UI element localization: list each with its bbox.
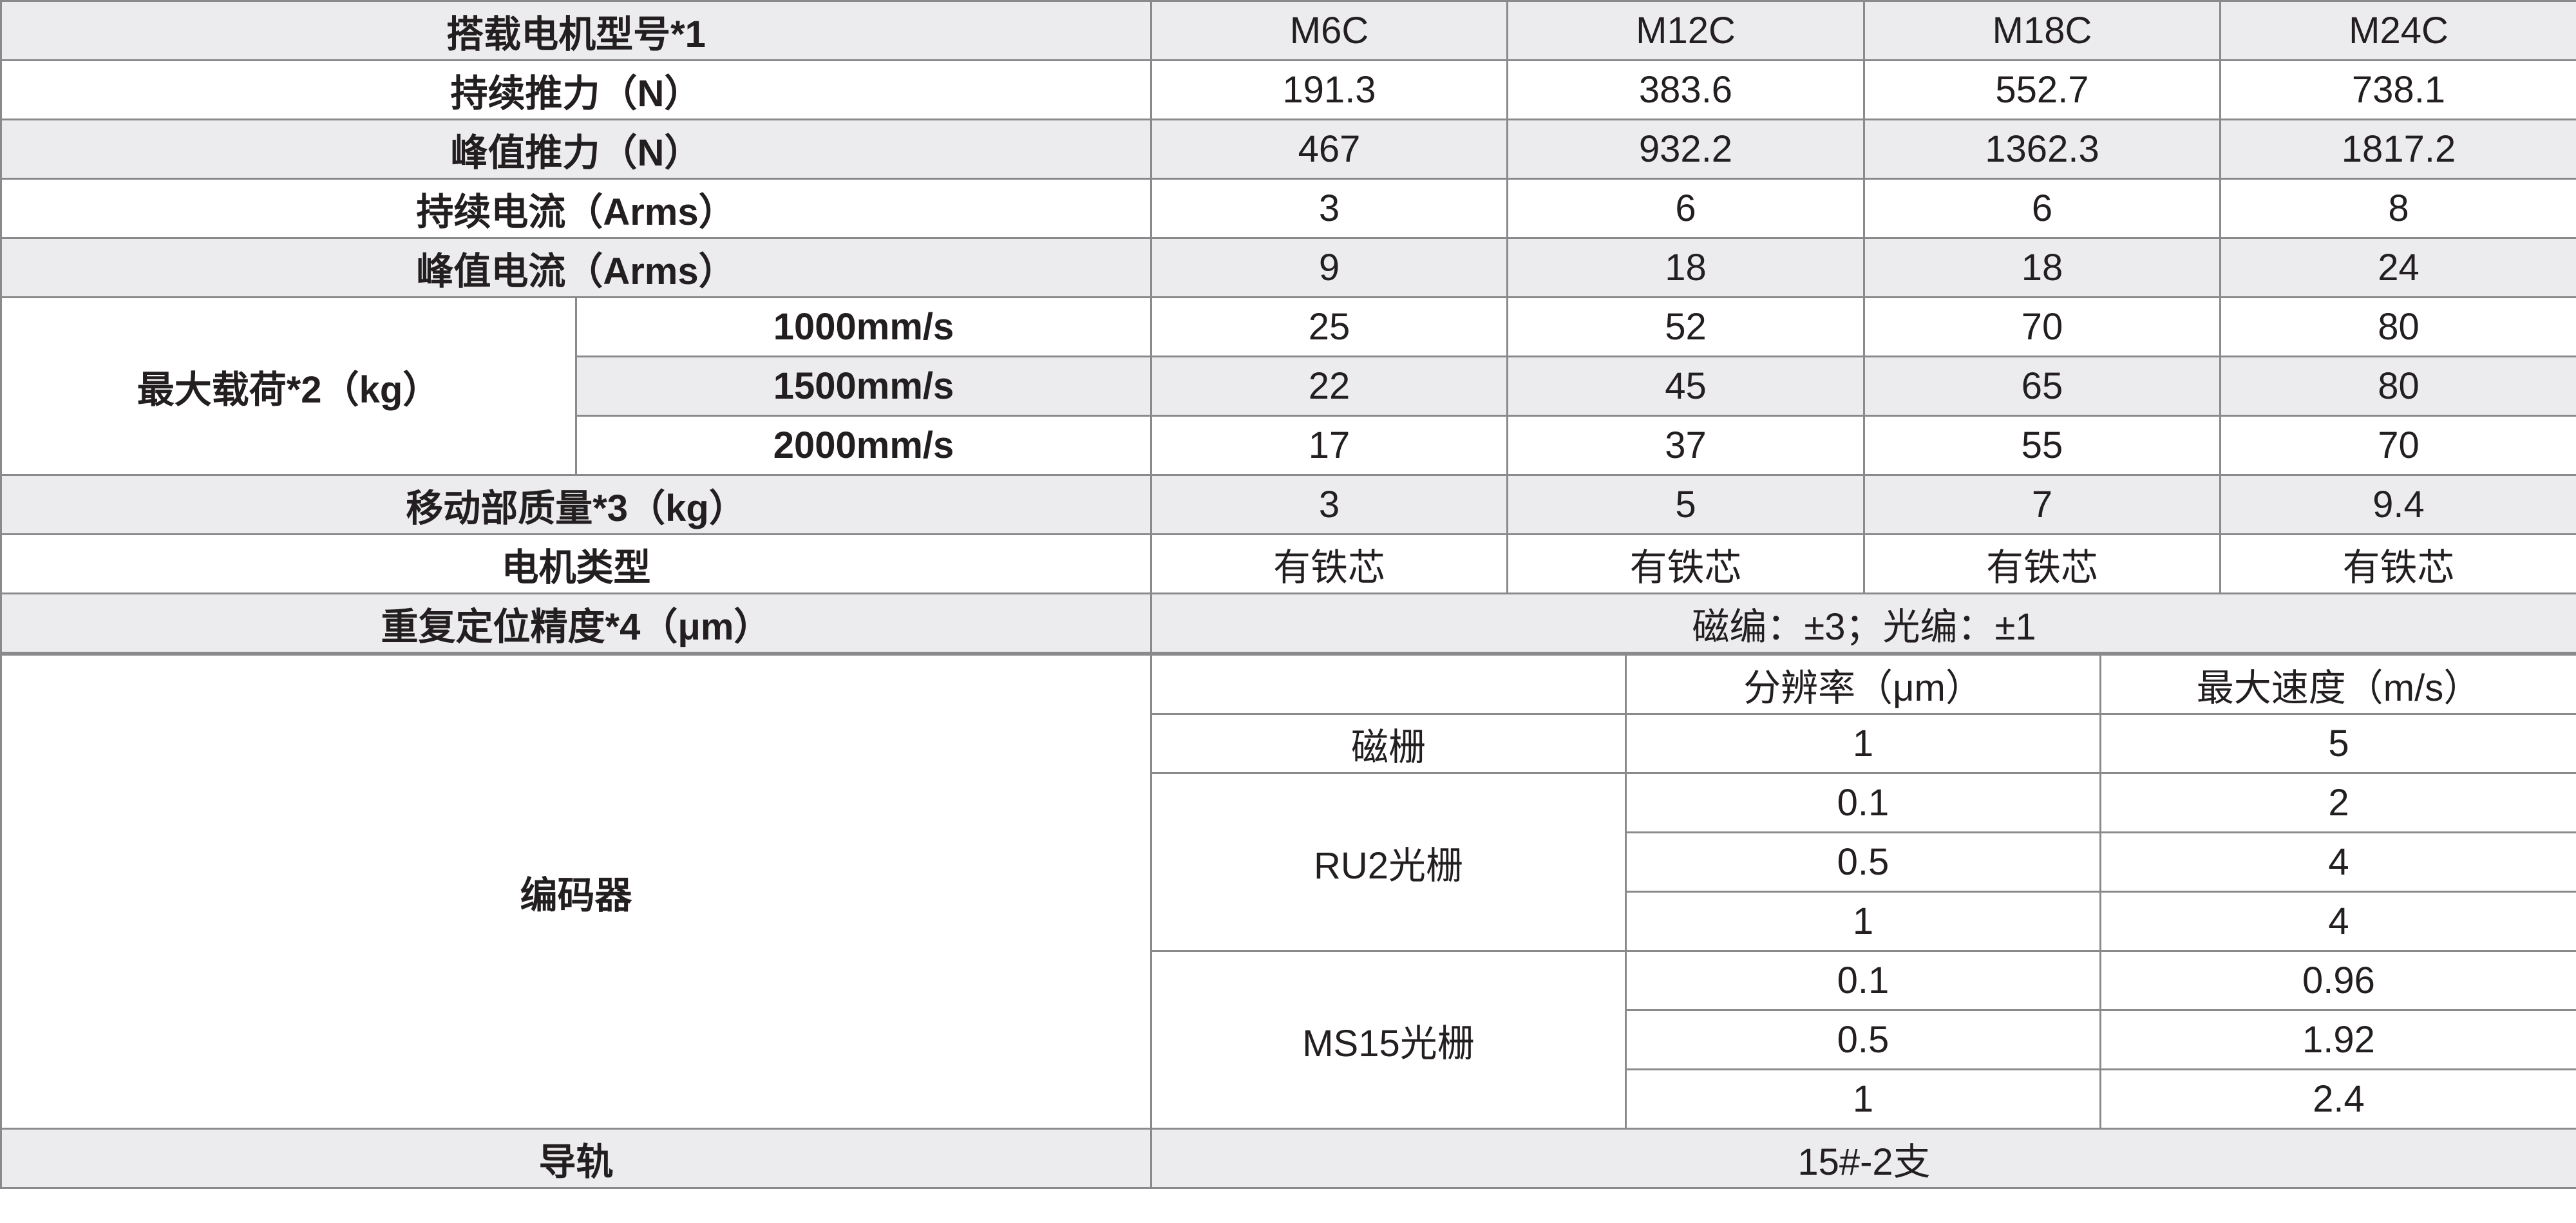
row-value: 467	[1150, 119, 1508, 180]
max-speed-header: 最大速度（m/s）	[2099, 654, 2576, 715]
row-label: 峰值电流（Arms）	[0, 237, 1152, 298]
encoder-header-row: 编码器 分辨率（μm） 最大速度（m/s）	[0, 654, 2576, 1130]
repeatability-label: 重复定位精度*4（μm）	[0, 593, 1152, 654]
row-value: 18	[1863, 237, 2221, 298]
encoder-type: RU2光栅	[1150, 772, 1627, 952]
encoder-label: 编码器	[0, 654, 1152, 1130]
max-speed-value: 0.96	[2099, 950, 2576, 1011]
rail-row: 导轨 15#-2支	[0, 1128, 2576, 1189]
max-load-value: 65	[1863, 356, 2221, 417]
row-value: 有铁芯	[1863, 533, 2221, 594]
encoder-header-blank	[1150, 654, 1627, 715]
row-value: 3	[1150, 474, 1508, 535]
row-label: 峰值推力（N）	[0, 119, 1152, 180]
model-M6C: M6C	[1150, 0, 1508, 61]
row-value: 191.3	[1150, 59, 1508, 120]
rail-value: 15#-2支	[1150, 1128, 2576, 1189]
max-load-value: 37	[1506, 415, 1865, 476]
row-value: 738.1	[2219, 59, 2576, 120]
table-row: 电机类型 有铁芯 有铁芯 有铁芯 有铁芯	[0, 533, 2576, 594]
speed-label: 1500mm/s	[575, 356, 1152, 417]
resolution-value: 0.5	[1625, 831, 2101, 893]
table-row: 移动部质量*3（kg） 3 5 7 9.4	[0, 474, 2576, 535]
max-speed-value: 2.4	[2099, 1068, 2576, 1130]
row-value: 3	[1150, 178, 1508, 239]
repeatability-value: 磁编：±3；光编：±1	[1150, 593, 2576, 654]
max-load-value: 25	[1150, 296, 1508, 357]
resolution-value: 0.5	[1625, 1009, 2101, 1070]
row-value: 有铁芯	[1506, 533, 1865, 594]
max-load-value: 55	[1863, 415, 2221, 476]
row-value: 7	[1863, 474, 2221, 535]
row-label: 移动部质量*3（kg）	[0, 474, 1152, 535]
encoder-row: 磁栅 1 5	[1, 713, 2576, 774]
table-header-row: 搭载电机型号*1 M6C M12C M18C M24C	[0, 0, 2576, 61]
row-value: 24	[2219, 237, 2576, 298]
max-load-row: 1500mm/s 22 45 65 80	[1, 356, 2576, 417]
max-load-value: 70	[2219, 415, 2576, 476]
repeatability-row: 重复定位精度*4（μm） 磁编：±3；光编：±1	[0, 593, 2576, 654]
max-load-value: 45	[1506, 356, 1865, 417]
max-load-value: 22	[1150, 356, 1508, 417]
row-value: 8	[2219, 178, 2576, 239]
max-speed-value: 4	[2099, 831, 2576, 893]
encoder-row: MS15光栅 0.1 0.96	[1, 950, 2576, 1130]
table-row: 持续推力（N） 191.3 383.6 552.7 738.1	[0, 59, 2576, 120]
speed-label: 1000mm/s	[575, 296, 1152, 357]
row-label: 持续推力（N）	[0, 59, 1152, 120]
max-load-value: 80	[2219, 296, 2576, 357]
row-value: 9	[1150, 237, 1508, 298]
row-value: 1817.2	[2219, 119, 2576, 180]
model-M18C: M18C	[1863, 0, 2221, 61]
resolution-value: 1	[1625, 891, 2101, 952]
model-M24C: M24C	[2219, 0, 2576, 61]
row-value: 1362.3	[1863, 119, 2221, 180]
spec-table-encoder: 编码器 分辨率（μm） 最大速度（m/s） 磁栅 1 5 RU2光栅 0.1 2 0.5 4 1 4 MS…	[0, 654, 2576, 1189]
resolution-value: 1	[1625, 713, 2101, 774]
max-speed-value: 1.92	[2099, 1009, 2576, 1070]
encoder-row: RU2光栅 0.1 2	[1, 772, 2576, 952]
encoder-type: 磁栅	[1150, 713, 1627, 774]
row-value: 有铁芯	[1150, 533, 1508, 594]
encoder-row: 0.5 1.92	[1, 1009, 2576, 1070]
max-load-value: 17	[1150, 415, 1508, 476]
row-label: 持续电流（Arms）	[0, 178, 1152, 239]
max-load-value: 80	[2219, 356, 2576, 417]
encoder-row: 0.5 4	[1, 831, 2576, 893]
resolution-value: 1	[1625, 1068, 2101, 1130]
max-speed-value: 5	[2099, 713, 2576, 774]
row-value: 6	[1863, 178, 2221, 239]
max-load-label: 最大载荷*2（kg）	[0, 296, 577, 476]
max-speed-value: 4	[2099, 891, 2576, 952]
row-value: 932.2	[1506, 119, 1865, 180]
encoder-type: MS15光栅	[1150, 950, 1627, 1130]
max-speed-value: 2	[2099, 772, 2576, 833]
resolution-value: 0.1	[1625, 950, 2101, 1011]
model-M12C: M12C	[1506, 0, 1865, 61]
row-value: 有铁芯	[2219, 533, 2576, 594]
row-label: 电机类型	[0, 533, 1152, 594]
row-value: 383.6	[1506, 59, 1865, 120]
row-value: 9.4	[2219, 474, 2576, 535]
encoder-row: 1 2.4	[1, 1068, 2576, 1130]
row-value: 18	[1506, 237, 1865, 298]
max-load-value: 70	[1863, 296, 2221, 357]
resolution-value: 0.1	[1625, 772, 2101, 833]
max-load-value: 52	[1506, 296, 1865, 357]
spec-table-main: 搭载电机型号*1 M6C M12C M18C M24C 持续推力（N） 191.3 383.6…	[0, 0, 2576, 654]
resolution-header: 分辨率（μm）	[1625, 654, 2101, 715]
table-row: 峰值推力（N） 467 932.2 1362.3 1817.2	[0, 119, 2576, 180]
table-row: 持续电流（Arms） 3 6 6 8	[0, 178, 2576, 239]
header-label: 搭载电机型号*1	[0, 0, 1152, 61]
row-value: 552.7	[1863, 59, 2221, 120]
speed-label: 2000mm/s	[575, 415, 1152, 476]
row-value: 5	[1506, 474, 1865, 535]
table-row: 峰值电流（Arms） 9 18 18 24	[0, 237, 2576, 298]
row-value: 6	[1506, 178, 1865, 239]
max-load-row: 最大载荷*2（kg） 1000mm/s 25 52 70 80	[0, 296, 2576, 476]
max-load-row: 2000mm/s 17 37 55 70	[1, 415, 2576, 476]
rail-label: 导轨	[0, 1128, 1152, 1189]
